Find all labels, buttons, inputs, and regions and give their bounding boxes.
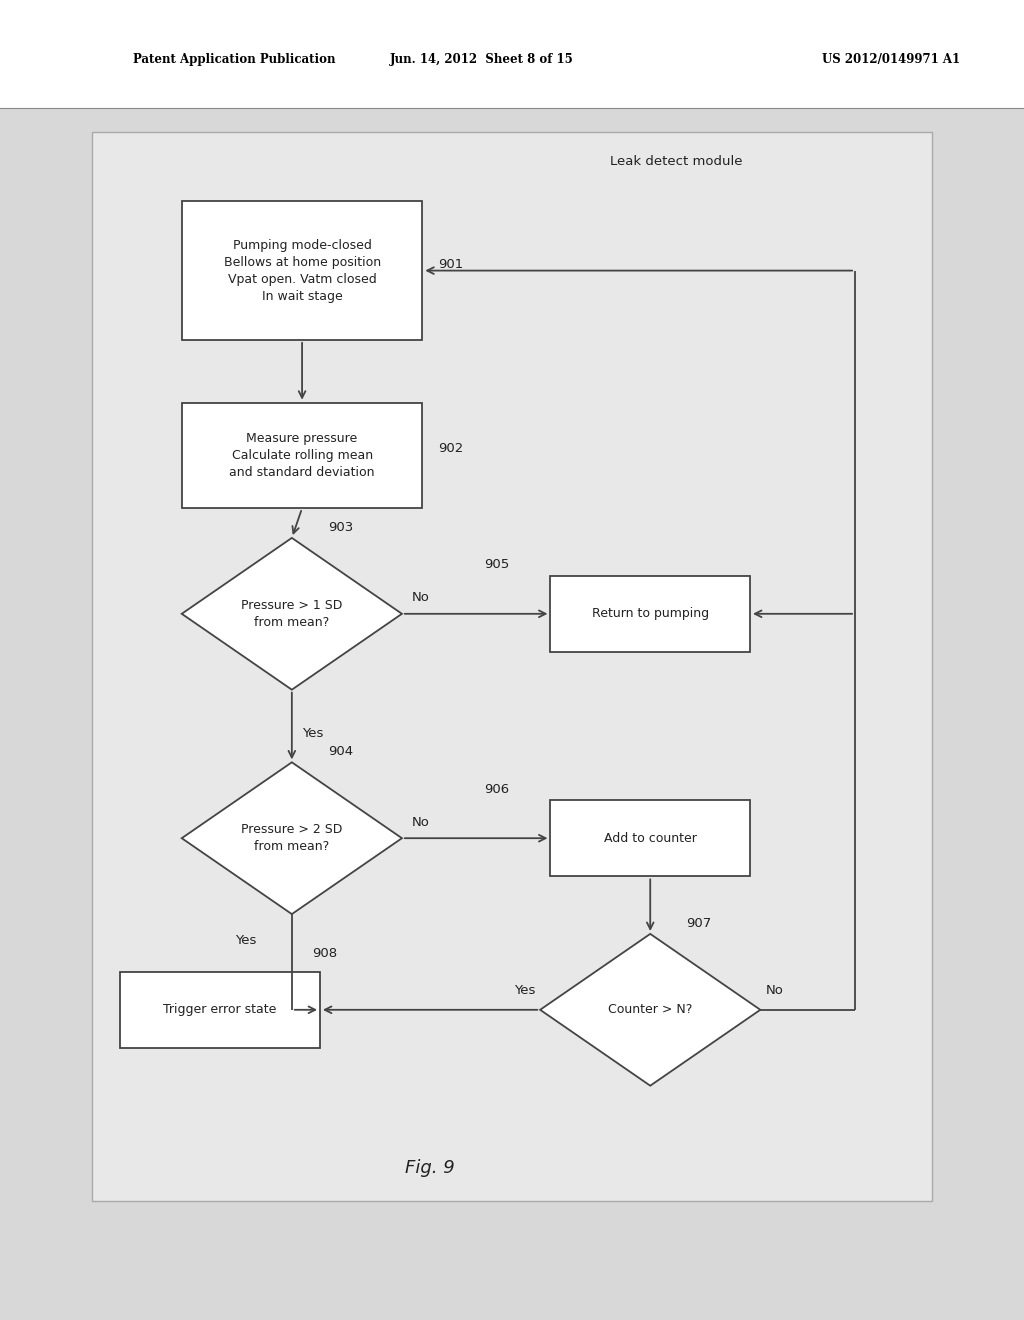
Text: Patent Application Publication: Patent Application Publication: [133, 53, 336, 66]
Text: No: No: [766, 983, 783, 997]
Text: Pumping mode-closed
Bellows at home position
Vpat open. Vatm closed
In wait stag: Pumping mode-closed Bellows at home posi…: [223, 239, 381, 302]
Text: 906: 906: [483, 783, 509, 796]
Text: Yes: Yes: [236, 935, 257, 946]
Text: Fig. 9: Fig. 9: [406, 1159, 455, 1177]
Text: Yes: Yes: [302, 727, 324, 739]
Polygon shape: [541, 935, 760, 1085]
Text: Trigger error state: Trigger error state: [164, 1003, 276, 1016]
Text: 904: 904: [328, 746, 353, 758]
Text: 901: 901: [438, 257, 463, 271]
Text: 908: 908: [312, 948, 338, 960]
Bar: [182, 201, 422, 339]
Text: No: No: [412, 816, 430, 829]
Text: 905: 905: [483, 558, 509, 572]
Text: US 2012/0149971 A1: US 2012/0149971 A1: [822, 53, 959, 66]
Bar: [92, 132, 932, 1201]
Text: No: No: [412, 591, 430, 605]
Bar: [551, 576, 750, 652]
Polygon shape: [182, 539, 401, 689]
Text: Leak detect module: Leak detect module: [609, 154, 742, 168]
Text: Return to pumping: Return to pumping: [592, 607, 709, 620]
Text: 907: 907: [686, 917, 712, 929]
Text: 903: 903: [328, 521, 353, 533]
Bar: [182, 403, 422, 508]
Text: Jun. 14, 2012  Sheet 8 of 15: Jun. 14, 2012 Sheet 8 of 15: [389, 53, 573, 66]
Bar: [121, 972, 319, 1048]
Bar: [551, 800, 750, 876]
Polygon shape: [182, 763, 401, 913]
Text: Pressure > 1 SD
from mean?: Pressure > 1 SD from mean?: [242, 599, 342, 628]
Bar: [0, 0, 1024, 108]
Text: Measure pressure
Calculate rolling mean
and standard deviation: Measure pressure Calculate rolling mean …: [229, 432, 375, 479]
Text: Add to counter: Add to counter: [604, 832, 696, 845]
Text: Pressure > 2 SD
from mean?: Pressure > 2 SD from mean?: [242, 824, 342, 853]
Text: 902: 902: [438, 442, 463, 455]
Text: Yes: Yes: [514, 983, 535, 997]
Text: Counter > N?: Counter > N?: [608, 1003, 692, 1016]
